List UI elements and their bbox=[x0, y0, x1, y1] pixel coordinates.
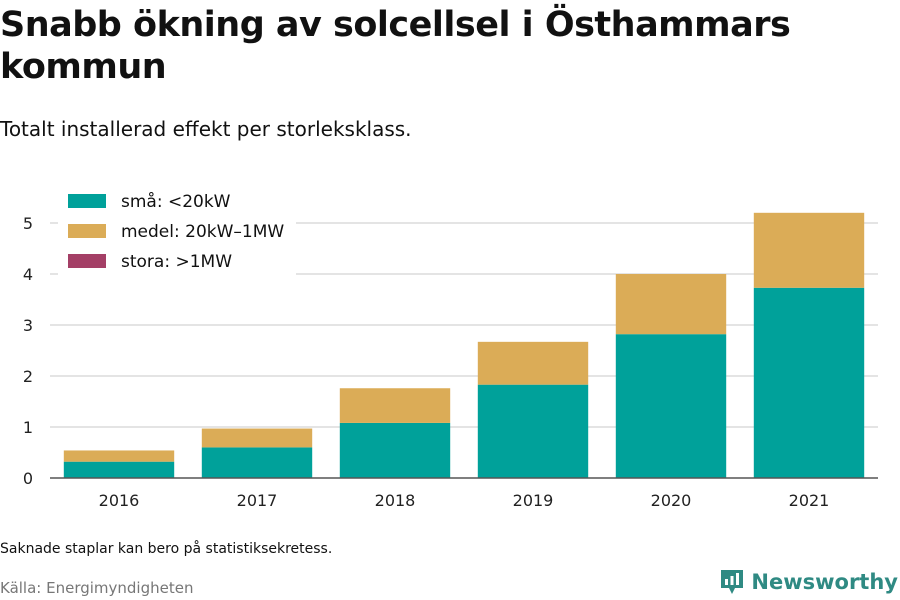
y-tick-label: 3 bbox=[23, 316, 33, 335]
x-tick-label: 2020 bbox=[651, 491, 692, 510]
y-tick-label: 5 bbox=[23, 214, 33, 233]
legend-label: små: <20kW bbox=[121, 191, 231, 212]
y-tick-label: 1 bbox=[23, 418, 33, 437]
x-tick-label: 2017 bbox=[237, 491, 278, 510]
brand-name: Newsworthy bbox=[751, 570, 898, 594]
bar-segment-2 bbox=[753, 212, 865, 288]
legend-label: medel: 20kW–1MW bbox=[121, 222, 284, 242]
bar-segment-2 bbox=[477, 341, 589, 385]
bar-segment-2 bbox=[339, 388, 451, 423]
x-tick-label: 2019 bbox=[513, 491, 554, 510]
y-tick-label: 0 bbox=[23, 469, 33, 488]
legend: små: <20kW medel: 20kW–1MW stora: >1MW bbox=[58, 186, 296, 276]
bar-segment-1 bbox=[63, 461, 175, 478]
source-note: Källa: Energimyndigheten bbox=[0, 579, 194, 597]
chart-title: Snabb ökning av solcellsel i Östhammars … bbox=[0, 5, 791, 87]
stacked-bar-chart: 0 1 2 3 4 5 2016 2017 2018 2019 2020 2021 små: <20… bbox=[23, 186, 878, 510]
footnote: Saknade staplar kan bero på statistiksek… bbox=[0, 541, 333, 557]
bar-segment-2 bbox=[63, 450, 175, 462]
bar-segment-2 bbox=[615, 274, 727, 335]
legend-swatch bbox=[68, 194, 106, 208]
bar-segment-1 bbox=[201, 447, 313, 478]
chart-subtitle: Totalt installerad effekt per storlekskl… bbox=[0, 117, 412, 141]
y-axis-ticks: 0 1 2 3 4 5 bbox=[23, 214, 33, 488]
bar-segment-1 bbox=[615, 334, 727, 478]
legend-swatch bbox=[68, 254, 106, 268]
y-tick-label: 2 bbox=[23, 367, 33, 386]
x-tick-label: 2018 bbox=[375, 491, 416, 510]
x-tick-label: 2021 bbox=[789, 491, 830, 510]
bar-segment-2 bbox=[201, 428, 313, 448]
newsworthy-logo-icon bbox=[721, 570, 744, 594]
bars bbox=[63, 212, 865, 478]
brand-logo-link[interactable]: Newsworthy bbox=[719, 568, 898, 596]
bar-segment-1 bbox=[753, 287, 865, 478]
bar-segment-1 bbox=[339, 422, 451, 478]
legend-swatch bbox=[68, 224, 106, 238]
x-axis-ticks: 2016 2017 2018 2019 2020 2021 bbox=[99, 491, 830, 510]
x-tick-label: 2016 bbox=[99, 491, 140, 510]
bar-segment-1 bbox=[477, 384, 589, 478]
y-tick-label: 4 bbox=[23, 265, 33, 284]
legend-label: stora: >1MW bbox=[121, 252, 232, 272]
